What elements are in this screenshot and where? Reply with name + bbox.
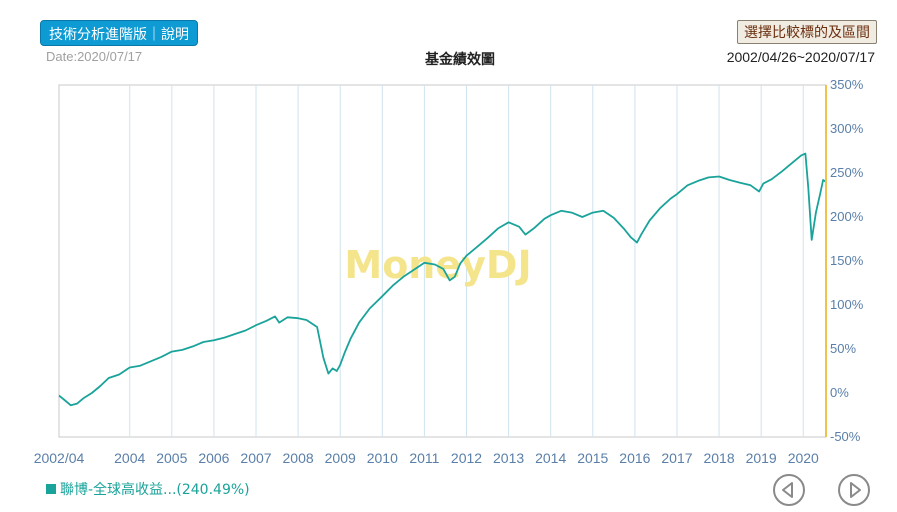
x-axis-ticks: 2002/04 2004 2005 2006 2007 2008 2009 2010 2011 2… xyxy=(34,450,819,466)
y-tick-label: 0% xyxy=(830,385,849,400)
compare-target-button[interactable]: 選擇比較標的及區間 xyxy=(737,20,877,44)
triangle-left-icon xyxy=(782,482,793,498)
x-tick-label: 2005 xyxy=(156,450,187,466)
x-tick-label: 2020 xyxy=(788,450,819,466)
plot-area xyxy=(58,84,827,438)
x-tick-label: 2007 xyxy=(240,450,271,466)
x-tick-label: 2014 xyxy=(535,450,566,466)
series-line xyxy=(58,152,827,407)
x-tick-label: 2004 xyxy=(114,450,145,466)
x-tick-label: 2015 xyxy=(577,450,608,466)
y-axis-ticks: 350% 300% 250% 200% 150% 100% 50% 0% -50% xyxy=(830,77,864,444)
legend: 聯博-全球高收益...(240.49%) xyxy=(46,479,250,499)
data-date-label: Date:2020/07/17 xyxy=(46,49,143,64)
y-tick-label: 100% xyxy=(830,297,864,312)
watermark: MoneyDJ xyxy=(344,243,531,287)
x-tick-label: 2018 xyxy=(703,450,734,466)
x-tick-label: 2017 xyxy=(661,450,692,466)
x-tick-label: 2011 xyxy=(409,450,439,466)
x-tick-label: 2019 xyxy=(746,450,777,466)
triangle-right-icon xyxy=(850,482,861,498)
x-tick-label: 2008 xyxy=(283,450,314,466)
x-tick-label: 2006 xyxy=(198,450,229,466)
x-tick-label: 2012 xyxy=(451,450,482,466)
y-tick-label: 150% xyxy=(830,253,864,268)
next-button[interactable] xyxy=(838,474,870,506)
prev-button[interactable] xyxy=(773,474,805,506)
x-tick-label: 2009 xyxy=(325,450,356,466)
y-tick-label: 50% xyxy=(830,341,856,356)
y-tick-label: 200% xyxy=(830,209,864,224)
y-tick-label: 350% xyxy=(830,77,864,92)
x-tick-label: 2013 xyxy=(493,450,524,466)
date-range-label: 2002/04/26~2020/07/17 xyxy=(726,49,875,65)
x-tick-label: 2010 xyxy=(367,450,398,466)
y-tick-label: 250% xyxy=(830,165,864,180)
y-tick-label: -50% xyxy=(830,429,861,444)
x-gridlines xyxy=(129,85,804,437)
legend-swatch xyxy=(46,484,56,494)
legend-label: 聯博-全球高收益...(240.49%) xyxy=(60,482,250,498)
technical-analysis-button[interactable]: 技術分析進階版｜說明 xyxy=(40,20,198,46)
y-tick-label: 300% xyxy=(830,121,864,136)
x-tick-label: 2016 xyxy=(619,450,650,466)
x-tick-label: 2002/04 xyxy=(34,450,85,466)
performance-chart: MoneyDJ 2002/04 2004 2005 2006 2007 2008 2009 2… xyxy=(34,77,864,466)
chart-title: 基金績效圖 xyxy=(425,52,495,68)
